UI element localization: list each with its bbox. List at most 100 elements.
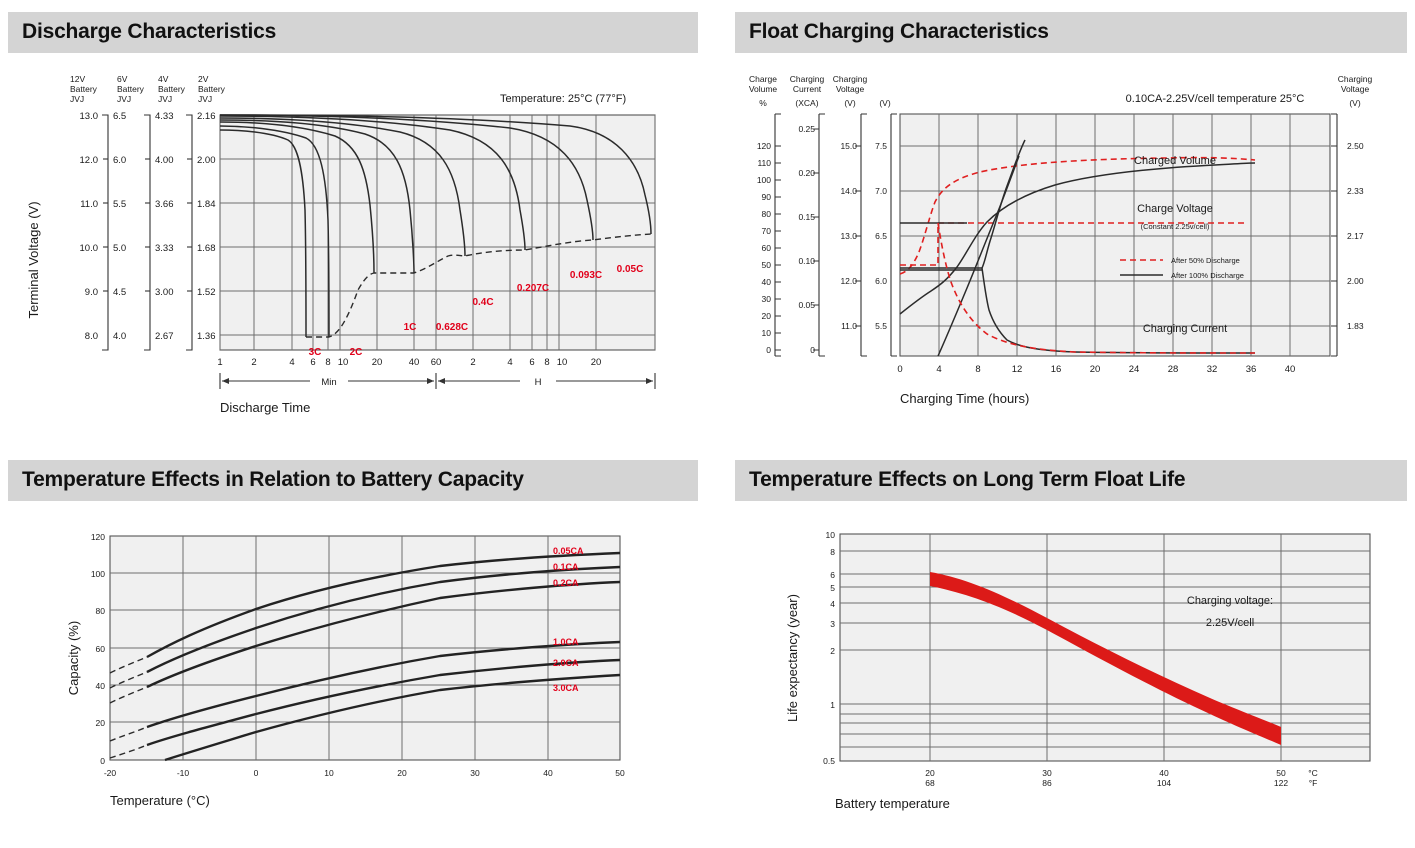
fl-x-f-122: 122: [1274, 778, 1288, 788]
float-hdr-0-0: Charge: [749, 74, 777, 84]
floatlife-annot-line1: Charging voltage:: [1187, 595, 1273, 607]
float-x-32: 32: [1207, 364, 1218, 375]
floatlife-x-axis-title: Battery temperature: [835, 796, 950, 811]
tempcap-y-tick-labels: 0 20 40 60 80 100 120: [91, 532, 105, 766]
yscale-3-tick-5: 1.36: [197, 331, 216, 342]
tc-y-20: 20: [96, 718, 106, 728]
tc-label-01ca: 0.1CA: [553, 562, 579, 572]
float-x-20: 20: [1090, 364, 1101, 375]
discharge-yscale-labels: 13.0 12.0 11.0 10.0 9.0 8.0 6.5 6.0 5.5 …: [80, 111, 216, 342]
float-x-8: 8: [975, 364, 980, 375]
curve-label-005c: 0.05C: [617, 264, 644, 275]
yscale-1-tick-0: 6.5: [113, 111, 126, 122]
float-hdr-0-1: Volume: [749, 84, 778, 94]
tempcap-curve-10ca-dash: [109, 726, 148, 742]
curve-label-04c: 0.4C: [472, 297, 493, 308]
discharge-curves: [219, 114, 652, 338]
float-curve-voltage-rise-2: [937, 155, 1020, 357]
cc-tick-025: 0.25: [798, 124, 815, 134]
tempcap-curves: [109, 551, 621, 762]
tc-x-30: 30: [470, 768, 480, 778]
yscale-3-header-1: Battery: [198, 84, 226, 94]
fl-x-unit-f: °F: [1309, 778, 1318, 788]
float-legend: After 50% Discharge After 100% Discharge: [1120, 256, 1244, 280]
yscale-2-tick-4: 3.00: [155, 287, 174, 298]
curve-label-2c: 2C: [350, 347, 363, 358]
x-tick-min-4: 4: [289, 357, 294, 368]
x-tick-h-4: 4: [507, 357, 512, 368]
fl-y-05: 0.5: [823, 756, 835, 766]
float-right-hdr-unit: (V): [1349, 98, 1361, 108]
discharge-x-tick-labels: 1 2 4 6 8 10 20 40 60 2 4 6 8 10 20: [217, 357, 601, 368]
x-tick-h-6: 6: [529, 357, 534, 368]
float-right-scale-labels: 2.50 2.33 2.17 2.00 1.83: [1347, 141, 1364, 331]
floatlife-life-band: [930, 572, 1281, 745]
yscale-3-header-2: JVJ: [198, 94, 212, 104]
float-annot-charging-current: Charging Current: [1143, 323, 1227, 335]
yscale-0-tick-4: 9.0: [85, 287, 98, 298]
yscale-3-header-0: 2V: [198, 74, 209, 84]
float-annot-charge-voltage: Charge Voltage: [1137, 203, 1213, 215]
yscale-1-tick-1: 6.0: [113, 155, 126, 166]
float-right-hdr-0: Charging: [1338, 74, 1373, 84]
panel-float: Float Charging Characteristics: [735, 12, 1407, 53]
cv-tick-90: 90: [762, 192, 772, 202]
yscale-2-tick-1: 4.00: [155, 155, 174, 166]
fl-y-10: 10: [826, 530, 836, 540]
tempcap-curve-20ca-dash: [109, 744, 148, 759]
cc-tick-015: 0.15: [798, 212, 815, 222]
float-scale-charging-current: 0.25 0.20 0.15 0.10 0.05 0: [798, 124, 815, 355]
tempcap-curve-005ca: [146, 551, 621, 659]
float-hdr-1-0: Charging: [790, 74, 825, 84]
tc-x--10: -10: [177, 768, 190, 778]
cv-tick-80: 80: [762, 209, 772, 219]
yscale-0-tick-5: 8.0: [85, 331, 98, 342]
cc-tick-005: 0.05: [798, 300, 815, 310]
float-x-4: 4: [936, 364, 941, 375]
float-scale-6v: 7.5 7.0 6.5 6.0 5.5: [875, 141, 887, 331]
cv-tick-10: 10: [762, 328, 772, 338]
float-annot-constant: (Constant 2.25v/cell): [1141, 222, 1210, 231]
x-tick-min-60: 60: [431, 357, 442, 368]
curve-label-0628c: 0.628C: [436, 322, 468, 333]
floatlife-y-axis-title: Life expectancy (year): [785, 594, 800, 722]
curve-label-1c: 1C: [404, 322, 417, 333]
float-cvv-tickmarks: [855, 145, 861, 327]
panel-discharge: Discharge Characteristics: [8, 12, 698, 53]
fl-y-1: 1: [830, 700, 835, 710]
float-x-24: 24: [1129, 364, 1140, 375]
cc-tick-010: 0.10: [798, 256, 815, 266]
yscale-0-header-0: 12V: [70, 74, 85, 84]
cvv-tick-120: 12.0: [840, 276, 857, 286]
tempcap-curve-10ca: [146, 640, 621, 729]
chart-discharge: 12V Battery JVJ 6V Battery JVJ 4V Batter…: [0, 60, 700, 430]
yscale-1-header-2: JVJ: [117, 94, 131, 104]
tempcap-curve-30ca: [164, 673, 621, 762]
float-curve-charge-voltage-50: [900, 222, 1245, 266]
discharge-range-bars: [219, 373, 656, 389]
x-tick-min-10: 10: [338, 357, 349, 368]
float-hdr-1-1: Current: [793, 84, 822, 94]
right-tick-250: 2.50: [1347, 141, 1364, 151]
floatlife-gridlines: [840, 534, 1370, 761]
tempcap-y-axis-title: Capacity (%): [66, 621, 81, 695]
fl-y-4: 4: [830, 599, 835, 609]
float-hdr-2-unit: (V): [844, 98, 856, 108]
tempcap-curve-01ca-dash: [109, 671, 148, 689]
fl-y-5: 5: [830, 583, 835, 593]
v6-tick-55: 5.5: [875, 321, 887, 331]
float-annotation: 0.10CA-2.25V/cell temperature 25°C: [1126, 93, 1305, 105]
chart-tempcap: 0 20 40 60 80 100 120: [0, 508, 700, 828]
float-cv-tickmarks: [775, 145, 781, 351]
yscale-2-tick-2: 3.66: [155, 199, 174, 210]
cvv-tick-130: 13.0: [840, 231, 857, 241]
x-tick-min-6: 6: [310, 357, 315, 368]
yscale-0-tick-3: 10.0: [80, 243, 99, 254]
float-right-tickmarks: [1331, 145, 1337, 327]
cv-tick-20: 20: [762, 311, 772, 321]
yscale-1-header-0: 6V: [117, 74, 128, 84]
v6-tick-70: 7.0: [875, 186, 887, 196]
tc-x-40: 40: [543, 768, 553, 778]
float-scale-headers: Charge Volume % Charging Current (XCA) C…: [749, 74, 1373, 108]
curve-label-0207c: 0.207C: [517, 283, 549, 294]
